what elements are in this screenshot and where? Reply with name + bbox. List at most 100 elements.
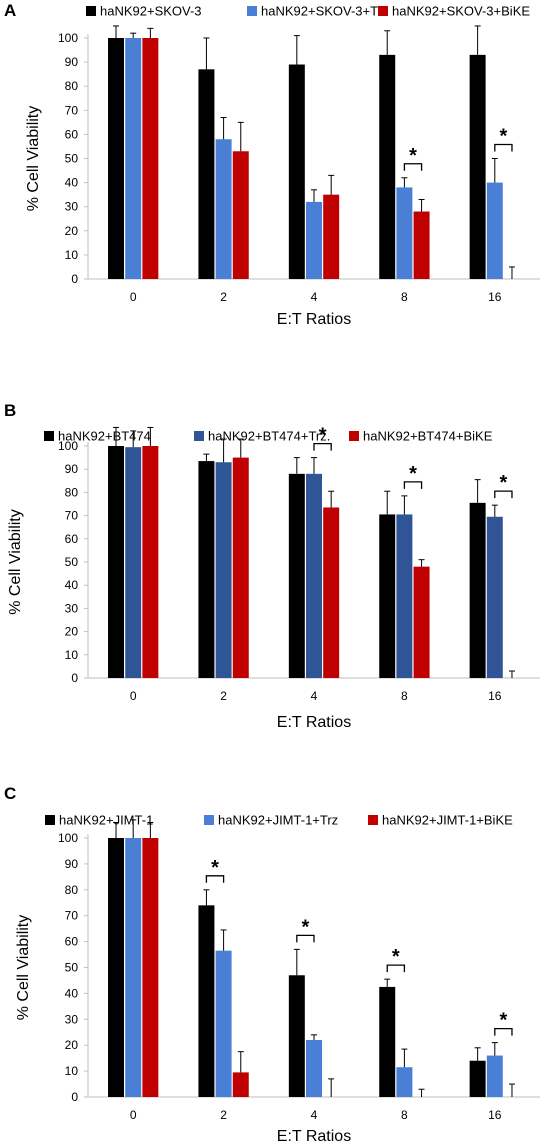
- y-tick-label-c-60: 60: [65, 935, 79, 949]
- y-axis-title-b: % Cell Viability: [7, 509, 24, 615]
- x-tick-label-c-4: 4: [311, 1108, 318, 1122]
- significance-bracket-b-2: [494, 490, 513, 499]
- significance-bracket-c-2: [386, 964, 406, 973]
- bar-a-1-8: [396, 187, 413, 279]
- legend-entry-b-0: haNK92+BT474: [58, 429, 151, 444]
- bar-a-0-0: [108, 38, 125, 279]
- y-tick-label-c-50: 50: [65, 961, 79, 975]
- legend-swatch-b-2: [349, 431, 359, 441]
- significance-bracket-c-1: [296, 934, 315, 943]
- y-tick-label-c-40: 40: [65, 986, 79, 1000]
- bar-c-2-0: [142, 838, 159, 1097]
- bar-a-1-16: [486, 182, 503, 279]
- significance-star-b-1: *: [409, 463, 417, 485]
- bar-b-2-0: [142, 446, 159, 678]
- x-tick-label-a-2: 2: [220, 290, 227, 304]
- y-tick-label-b-10: 10: [65, 648, 79, 662]
- y-tick-label-c-10: 10: [65, 1064, 79, 1078]
- legend-entry-a-0: haNK92+SKOV-3: [100, 4, 202, 19]
- bar-c-0-16: [469, 1060, 486, 1097]
- y-axis-title-c: % Cell Viability: [15, 915, 32, 1021]
- x-tick-label-a-0: 0: [130, 290, 137, 304]
- y-tick-label-b-60: 60: [65, 532, 79, 546]
- y-tick-label-a-0: 0: [71, 272, 78, 286]
- significance-star-c-1: *: [302, 916, 310, 938]
- y-tick-label-c-90: 90: [65, 857, 79, 871]
- x-tick-label-c-8: 8: [401, 1108, 408, 1122]
- bar-b-0-4: [288, 473, 305, 678]
- y-tick-label-c-0: 0: [71, 1090, 78, 1104]
- bar-a-2-8: [413, 211, 430, 279]
- legend-swatch-b-1: [194, 431, 204, 441]
- y-tick-label-c-70: 70: [65, 909, 79, 923]
- y-tick-label-c-100: 100: [58, 831, 78, 845]
- bar-a-1-4: [306, 201, 322, 279]
- significance-bracket-c-3: [494, 1027, 513, 1036]
- y-tick-label-b-20: 20: [65, 625, 79, 639]
- y-tick-label-b-30: 30: [65, 601, 79, 615]
- bar-b-1-8: [396, 514, 413, 678]
- panel-label-c: C: [4, 784, 16, 803]
- significance-star-b-2: *: [499, 472, 507, 494]
- bar-c-0-0: [108, 838, 125, 1097]
- y-tick-label-c-80: 80: [65, 883, 79, 897]
- panel-label-b: B: [4, 401, 16, 420]
- legend-entry-a-1: haNK92+SKOV-3+Trz: [261, 4, 388, 19]
- y-tick-label-b-100: 100: [58, 439, 78, 453]
- bar-b-1-4: [306, 473, 322, 678]
- x-tick-label-c-16: 16: [488, 1108, 502, 1122]
- legend-swatch-b-0: [44, 431, 54, 441]
- bar-a-2-2: [232, 151, 249, 279]
- x-tick-label-b-16: 16: [488, 689, 502, 703]
- significance-bracket-b-0: [313, 442, 332, 451]
- legend-swatch-a-1: [247, 6, 257, 16]
- bar-c-0-8: [379, 986, 396, 1097]
- legend-entry-b-2: haNK92+BT474+BiKE: [363, 429, 493, 444]
- significance-star-a-1: *: [499, 126, 507, 148]
- y-tick-label-a-50: 50: [65, 152, 79, 166]
- y-tick-label-a-30: 30: [65, 200, 79, 214]
- y-tick-label-a-20: 20: [65, 224, 79, 238]
- y-tick-label-a-40: 40: [65, 176, 79, 190]
- bar-b-1-2: [215, 462, 232, 678]
- y-tick-label-b-80: 80: [65, 485, 79, 499]
- y-tick-label-a-90: 90: [65, 55, 79, 69]
- bar-c-2-2: [232, 1072, 249, 1097]
- x-tick-label-b-4: 4: [311, 689, 318, 703]
- panel-a: A haNK92+SKOV-3 haNK92+SKOV-3+Trz haNK92+S…: [4, 1, 540, 328]
- bar-c-1-16: [486, 1055, 503, 1097]
- y-tick-label-a-60: 60: [65, 127, 79, 141]
- bar-b-0-16: [469, 502, 486, 678]
- bar-c-0-4: [288, 975, 305, 1097]
- y-tick-label-b-0: 0: [71, 671, 78, 685]
- panel-label-a: A: [4, 1, 16, 20]
- y-tick-label-c-20: 20: [65, 1038, 79, 1052]
- legend-entry-c-2: haNK92+JIMT-1+BiKE: [382, 813, 513, 828]
- bar-c-1-8: [396, 1067, 413, 1097]
- y-tick-label-a-10: 10: [65, 248, 79, 262]
- x-tick-label-a-8: 8: [401, 290, 408, 304]
- bar-a-0-4: [288, 64, 305, 279]
- x-tick-label-c-0: 0: [130, 1108, 137, 1122]
- y-tick-label-a-70: 70: [65, 103, 79, 117]
- y-tick-label-b-70: 70: [65, 509, 79, 523]
- legend-swatch-a-2: [378, 6, 388, 16]
- bar-a-0-2: [198, 69, 215, 279]
- x-tick-label-c-2: 2: [220, 1108, 227, 1122]
- significance-bracket-a-1: [494, 143, 513, 152]
- bar-b-1-16: [486, 516, 503, 678]
- significance-bracket-a-0: [403, 163, 423, 171]
- significance-star-c-2: *: [392, 946, 400, 968]
- bar-c-1-4: [306, 1040, 322, 1097]
- bar-a-2-0: [142, 38, 159, 279]
- bar-b-2-2: [232, 457, 249, 678]
- legend-entry-c-1: haNK92+JIMT-1+Trz: [218, 813, 338, 828]
- x-tick-label-a-16: 16: [488, 290, 502, 304]
- legend-entry-b-1: haNK92+BT474+Trz.: [208, 429, 330, 444]
- y-tick-label-b-40: 40: [65, 578, 79, 592]
- significance-star-c-0: *: [211, 857, 219, 879]
- x-axis-title-c: E:T Ratios: [277, 1128, 351, 1145]
- significance-bracket-b-1: [403, 481, 423, 489]
- bar-b-0-0: [108, 446, 125, 678]
- legend-swatch-c-2: [368, 815, 378, 825]
